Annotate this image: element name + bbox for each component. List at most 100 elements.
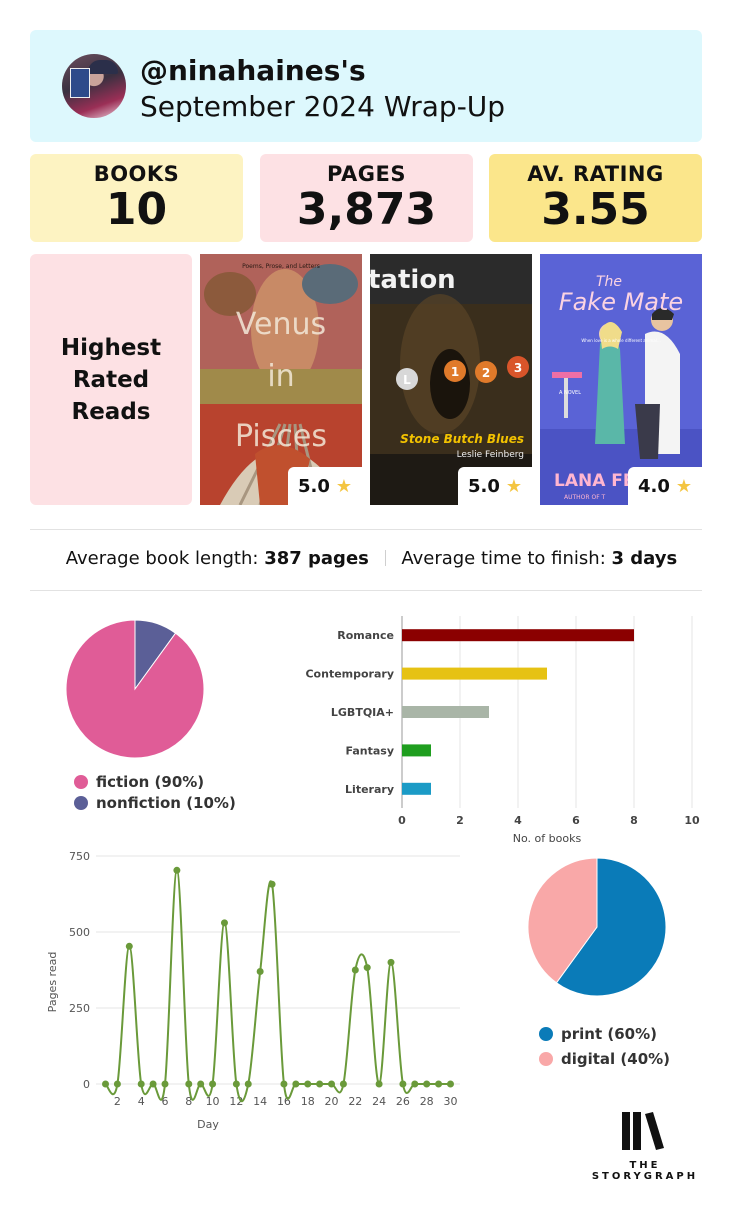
avatar-cap <box>88 60 118 74</box>
bar-contemporary <box>402 667 547 680</box>
rating-badge: 5.0 ★ <box>458 467 532 505</box>
pages-read-point <box>125 942 133 950</box>
pages-read-point <box>292 1080 300 1088</box>
line-x-tick-label: 24 <box>372 1095 386 1108</box>
bar-category-label: Literary <box>345 783 394 796</box>
star-icon: ★ <box>675 475 693 497</box>
pages-read-point <box>328 1080 336 1088</box>
books-stat-card: BOOKS 10 <box>30 154 243 242</box>
pages-read-point <box>173 866 181 874</box>
line-x-tick-label: 2 <box>114 1095 121 1108</box>
pages-read-point <box>339 1080 347 1088</box>
logo-the: THE <box>629 1160 661 1171</box>
pages-read-point <box>363 964 371 972</box>
cover-sign-1: 1 <box>451 365 459 379</box>
legend-label-print: print (60%) <box>561 1025 657 1043</box>
cover-sign-text: tation <box>370 265 456 295</box>
pages-read-point <box>244 1080 252 1088</box>
pages-read-point <box>220 919 228 927</box>
avg-length-label: Average book length: <box>65 548 259 569</box>
legend-swatch-fiction <box>74 775 88 789</box>
highest-rated-label: Highest Rated Reads <box>60 334 162 425</box>
pie-slice-print <box>555 857 667 997</box>
line-x-tick-label: 8 <box>185 1095 192 1108</box>
legend-fiction: fiction (90%) <box>74 773 204 791</box>
line-y-axis-label: Pages read <box>46 952 59 1013</box>
pages-read-point <box>411 1080 419 1088</box>
pages-read-point <box>209 1080 217 1088</box>
pages-read-point <box>232 1080 240 1088</box>
pages-read-point <box>149 1080 157 1088</box>
fiction-pie-chart <box>65 619 205 759</box>
cover-sign-2: 2 <box>482 366 490 380</box>
pages-read-point <box>256 968 264 976</box>
legend-digital: digital (40%) <box>539 1050 670 1068</box>
bar-x-tick-label: 10 <box>684 814 700 827</box>
format-pie-chart <box>527 857 667 997</box>
pages-read-point <box>280 1080 288 1088</box>
pages-read-point <box>268 880 276 888</box>
header-banner: @ninahaines's September 2024 Wrap-Up <box>30 30 702 142</box>
line-x-tick-label: 30 <box>443 1095 457 1108</box>
bar-x-tick-label: 6 <box>572 814 580 827</box>
bar-x-tick-label: 4 <box>514 814 522 827</box>
bar-category-label: LGBTQIA+ <box>331 706 394 719</box>
pages-read-point <box>316 1080 324 1088</box>
cover-author-note: AUTHOR OF T <box>564 494 606 501</box>
rating-label: AV. RATING <box>527 162 664 186</box>
line-y-tick-label: 750 <box>69 850 90 863</box>
avg-time-label: Average time to finish: <box>401 548 606 569</box>
divider-top <box>30 529 702 530</box>
wrap-up-title: September 2024 Wrap-Up <box>140 90 506 123</box>
pie-slice-fiction <box>65 619 205 759</box>
line-x-axis-label: Day <box>197 1118 219 1131</box>
pages-read-point <box>137 1080 145 1088</box>
highest-rated-label-card: Highest Rated Reads <box>30 254 192 505</box>
pages-read-point <box>197 1080 205 1088</box>
book-cover-stone-butch-blues[interactable]: tation L 1 2 3 Stone Butch Blues Leslie … <box>370 254 532 505</box>
legend-label-digital: digital (40%) <box>561 1050 671 1068</box>
line-y-tick-label: 500 <box>69 926 90 939</box>
legend-swatch-print <box>539 1027 553 1041</box>
line-x-tick-label: 14 <box>253 1095 267 1108</box>
rating-value: 5.0 <box>297 475 330 497</box>
pages-label: PAGES <box>327 162 406 186</box>
avatar <box>62 54 126 118</box>
bar-category-label: Contemporary <box>305 668 394 681</box>
rating-value: 4.0 <box>637 475 670 497</box>
cover-title: Fake Mate <box>559 288 683 316</box>
line-x-tick-label: 28 <box>420 1095 434 1108</box>
pages-read-point <box>387 958 395 966</box>
line-x-tick-label: 18 <box>301 1095 315 1108</box>
user-handle: @ninahaines's <box>140 54 366 87</box>
legend-print: print (60%) <box>539 1025 657 1043</box>
pages-read-point <box>185 1080 193 1088</box>
book-cover-the-fake-mate[interactable]: The Fake Mate When love is a whole diffe… <box>540 254 702 505</box>
logo-name: STORYGRAPH <box>591 1171 699 1182</box>
cover-author: Leslie Feinberg <box>457 450 524 460</box>
avg-time-value: 3 days <box>611 548 678 569</box>
cover-sign-3: 3 <box>514 361 522 375</box>
rating-badge: 4.0 ★ <box>628 467 702 505</box>
avatar-book <box>70 68 90 98</box>
bar-x-tick-label: 2 <box>456 814 464 827</box>
star-icon: ★ <box>335 475 353 497</box>
legend-swatch-nonfiction <box>74 796 88 810</box>
cover-title: Stone Butch Blues <box>400 432 524 446</box>
cover-title-line2: in <box>267 359 294 394</box>
line-x-tick-label: 26 <box>396 1095 410 1108</box>
line-x-tick-label: 6 <box>161 1095 168 1108</box>
book-cover-venus-in-pisces[interactable]: Poems, Prose, and Letters Venus in Pisce… <box>200 254 362 505</box>
pages-read-point <box>102 1080 110 1088</box>
pages-read-line <box>104 869 451 1103</box>
line-x-tick-label: 20 <box>325 1095 339 1108</box>
cover-art: The Fake Mate When love is a whole diffe… <box>540 254 702 505</box>
books-label: BOOKS <box>93 162 180 186</box>
legend-swatch-digital <box>539 1052 553 1066</box>
rating-badge: 5.0 ★ <box>288 467 362 505</box>
pages-read-point <box>399 1080 407 1088</box>
bar-x-tick-label: 8 <box>630 814 638 827</box>
bar-fantasy <box>402 744 431 757</box>
line-y-tick-label: 0 <box>83 1078 90 1091</box>
pages-value: 3,873 <box>296 184 437 235</box>
